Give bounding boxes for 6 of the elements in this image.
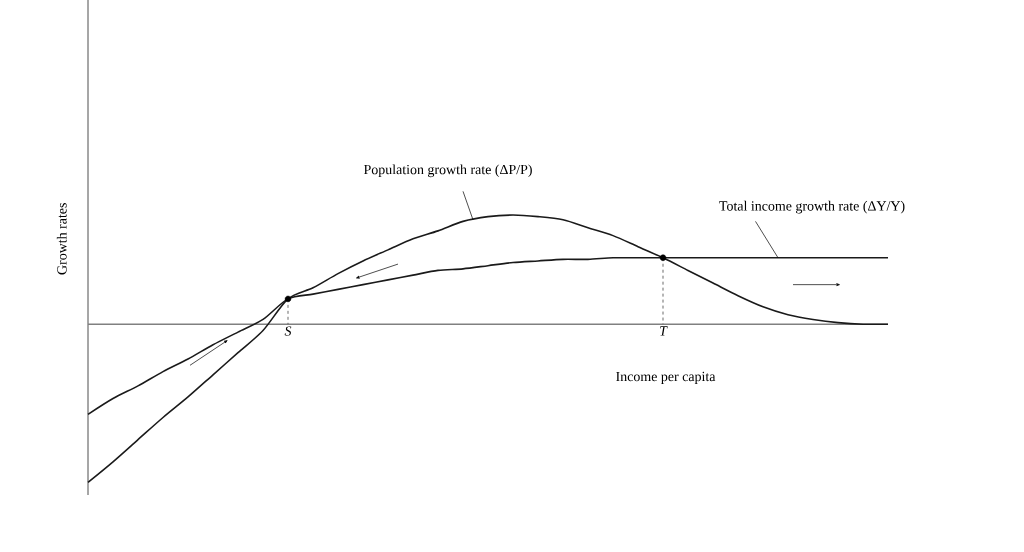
x-tick-label: S [284,326,292,336]
x-axis-title: Income per capita [616,371,716,385]
y-axis-title: Growth rates [56,203,67,275]
text: Population growth rate (ΔP/P) [363,164,532,178]
text: Total income growth rate (ΔY/Y) [719,200,905,214]
x-tick-label: T [660,326,668,336]
